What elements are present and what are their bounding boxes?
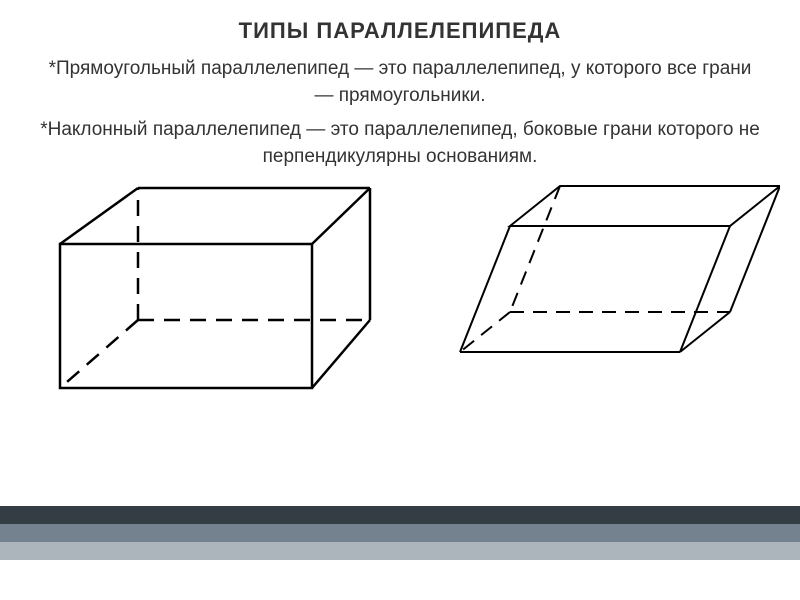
stripe-1 <box>0 506 800 524</box>
decorative-stripes <box>0 506 800 560</box>
oblique-parallelepiped-diagram <box>410 168 780 398</box>
content-area: *Прямоугольный параллелепипед — это пара… <box>0 56 800 170</box>
page-title: ТИПЫ ПАРАЛЛЕЛЕПИПЕДА <box>0 0 800 56</box>
shapes-area <box>0 178 800 458</box>
rectangular-cuboid-diagram <box>30 158 390 418</box>
stripe-2 <box>0 524 800 542</box>
definition-1: *Прямоугольный параллелепипед — это пара… <box>40 56 760 109</box>
stripe-3 <box>0 542 800 560</box>
